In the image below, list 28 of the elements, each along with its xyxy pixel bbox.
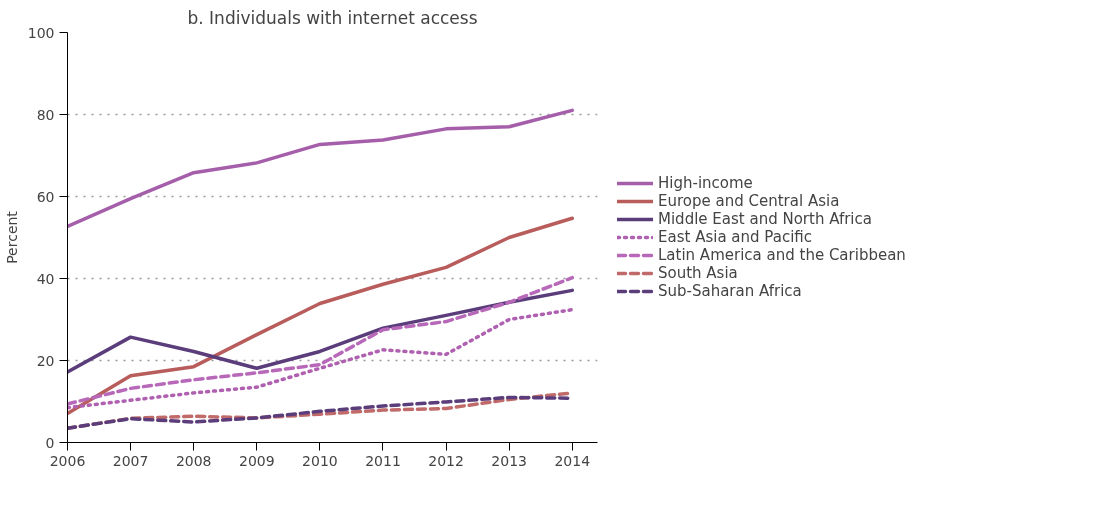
- chart-title: b. Individuals with internet access: [187, 7, 478, 28]
- legend-label: South Asia: [658, 264, 738, 282]
- legend-label: Latin America and the Caribbean: [658, 246, 906, 264]
- y-axis-title: Percent: [3, 210, 20, 264]
- x-tick-label: 2011: [365, 452, 401, 469]
- legend-label: Middle East and North Africa: [658, 210, 872, 228]
- x-tick-label: 2013: [491, 452, 527, 469]
- line-series: [67, 108, 575, 229]
- x-tick-label: 2007: [112, 452, 149, 469]
- x-tick-label: 2008: [175, 452, 212, 469]
- y-tick-label: 100: [27, 24, 55, 41]
- legend-label: East Asia and Pacific: [658, 228, 812, 246]
- x-tick-label: 2010: [302, 452, 338, 469]
- x-tick-label: 2006: [49, 452, 86, 469]
- y-tick-label: 80: [36, 106, 55, 123]
- y-tick-label: 60: [36, 188, 55, 205]
- x-tick-label: 2012: [428, 452, 464, 469]
- legend-label: Europe and Central Asia: [658, 192, 840, 210]
- legend-label: Sub-Saharan Africa: [658, 282, 802, 300]
- line-series: [67, 216, 575, 416]
- x-tick-label: 2009: [238, 452, 275, 469]
- line-series: [67, 288, 575, 374]
- line-series: [67, 275, 575, 406]
- y-tick-label: 20: [36, 352, 55, 369]
- x-tick-label: 2014: [554, 452, 591, 469]
- y-tick-label: 0: [45, 434, 55, 451]
- legend-label: High-income: [658, 174, 753, 192]
- y-tick-label: 40: [36, 270, 55, 287]
